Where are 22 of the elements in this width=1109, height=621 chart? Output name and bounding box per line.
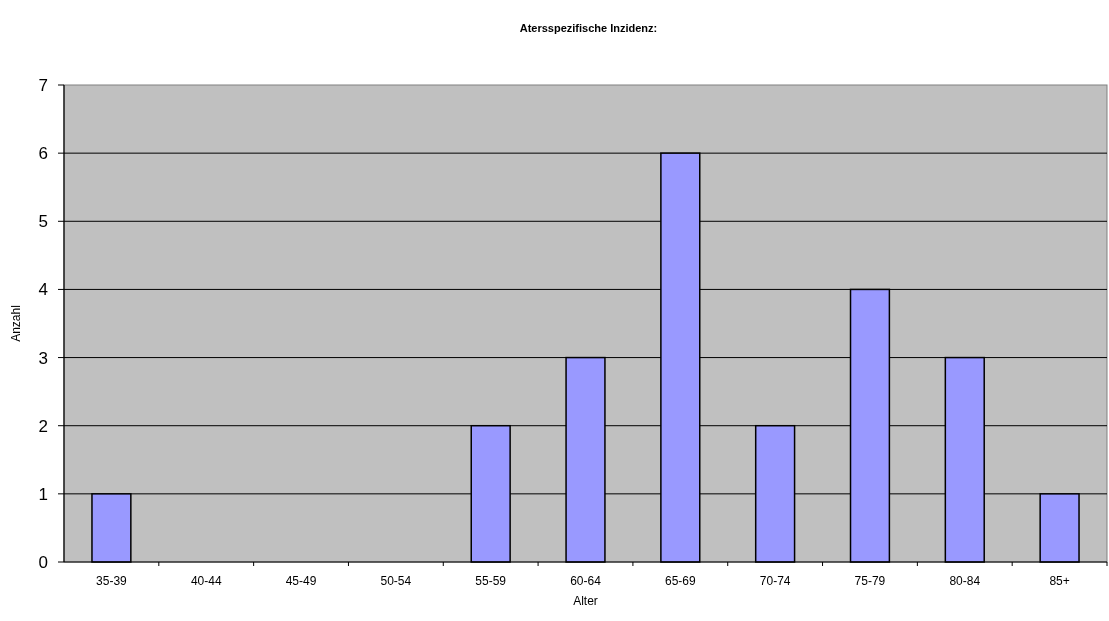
chart-title: Atersspezifische Inzidenz:	[519, 22, 658, 34]
x-tick-label: 75-79	[854, 574, 886, 588]
x-tick-label: 70-74	[759, 574, 791, 588]
x-tick-label: 35-39	[96, 574, 128, 588]
x-tick-label: 85+	[1049, 574, 1070, 588]
x-tick-label: 60-64	[570, 574, 602, 588]
y-tick-label: 3	[38, 348, 48, 368]
y-tick-label: 4	[38, 280, 48, 300]
y-tick-label: 6	[38, 144, 48, 164]
y-tick-label: 1	[38, 484, 48, 504]
x-tick-label: 45-49	[285, 574, 317, 588]
x-tick-label: 50-54	[380, 574, 412, 588]
y-tick-label: 7	[38, 75, 48, 95]
x-tick-label: 80-84	[949, 574, 981, 588]
x-tick-label: 55-59	[475, 574, 507, 588]
y-tick-label: 5	[38, 212, 48, 232]
x-axis-title: Alter	[573, 594, 598, 608]
y-tick-label: 2	[38, 416, 48, 436]
y-axis-title: Anzahl	[9, 305, 23, 342]
x-tick-label: 40-44	[190, 574, 222, 588]
y-tick-label: 0	[38, 552, 48, 572]
x-tick-label: 65-69	[664, 574, 696, 588]
